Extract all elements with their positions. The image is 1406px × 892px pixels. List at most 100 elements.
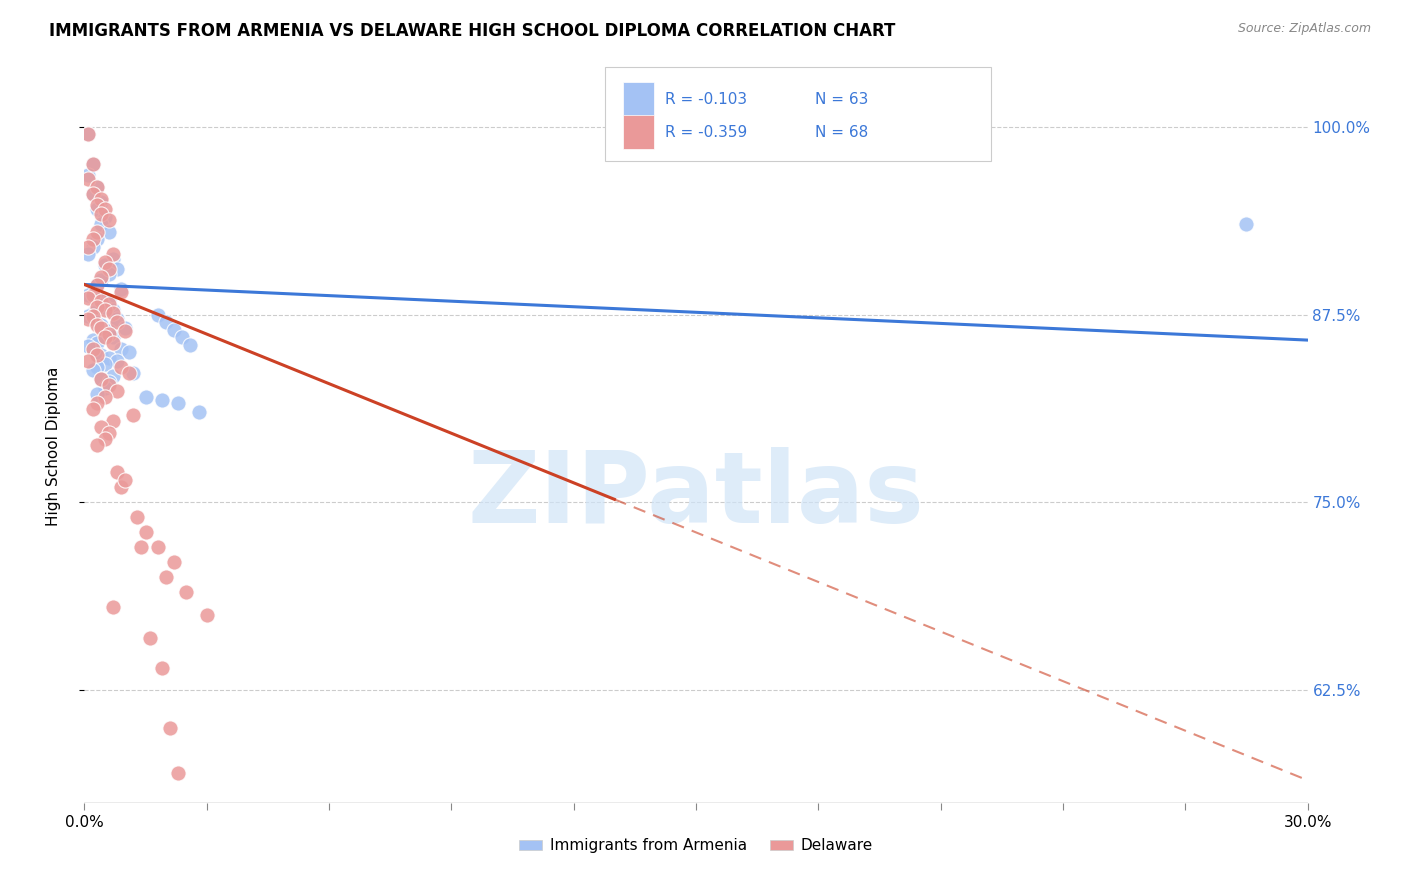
Point [82,157,104,171]
Point [97,267,120,281]
Text: N = 68: N = 68 [815,125,869,140]
Point [172,330,194,344]
Point [77,128,100,142]
Point [110,480,132,494]
Point [77,354,100,368]
Point [90,273,112,287]
Point [135,525,157,540]
Point [97,225,120,239]
Point [86,297,108,311]
Point [110,282,132,296]
Point [90,194,112,209]
Point [155,315,177,329]
Point [90,207,112,221]
Point [97,297,120,311]
Point [93,303,115,318]
Point [82,240,104,254]
Point [167,765,190,780]
Point [77,291,100,305]
Point [118,345,141,359]
Point [90,270,112,285]
Point [101,303,124,318]
Point [93,327,115,342]
Point [90,291,112,305]
Point [110,342,132,356]
Point [82,309,104,323]
Point [86,225,108,239]
Point [138,631,160,645]
Text: R = -0.103: R = -0.103 [665,92,747,107]
Point [93,300,115,314]
Point [86,277,108,292]
Point [86,438,108,452]
Point [122,366,145,380]
Text: IMMIGRANTS FROM ARMENIA VS DELAWARE HIGH SCHOOL DIPLOMA CORRELATION CHART: IMMIGRANTS FROM ARMENIA VS DELAWARE HIGH… [49,22,896,40]
Point [86,387,108,401]
Point [82,306,104,320]
Point [114,324,136,338]
Point [93,202,115,217]
Point [86,348,108,362]
Point [150,393,173,408]
Point [82,402,104,417]
Point [93,432,115,446]
Point [86,318,108,332]
Point [146,541,169,555]
Point [97,293,120,308]
Point [86,277,108,292]
Point [93,210,115,224]
Point [82,288,104,302]
Point [105,465,128,479]
Point [93,390,115,404]
Point [86,336,108,351]
Text: R = -0.359: R = -0.359 [665,125,747,140]
Point [82,187,104,202]
Point [77,172,100,186]
Point [97,378,120,392]
Point [77,240,100,254]
Point [90,293,112,308]
Point [93,330,115,344]
Point [163,322,186,336]
Text: N = 63: N = 63 [815,92,869,107]
Point [105,315,128,329]
Point [93,255,115,269]
Text: Source: ZipAtlas.com: Source: ZipAtlas.com [1237,22,1371,36]
Point [86,232,108,246]
Point [90,372,112,386]
Point [195,607,218,622]
Point [86,179,108,194]
Point [101,252,124,266]
Point [77,312,100,326]
Point [77,128,100,142]
Point [90,318,112,332]
Point [114,321,136,335]
Point [86,202,108,217]
Point [146,308,169,322]
Y-axis label: High School Diploma: High School Diploma [46,367,60,525]
Point [110,285,132,299]
Point [97,327,120,342]
Point [77,288,100,302]
Point [86,315,108,329]
Point [82,342,104,356]
Point [82,232,104,246]
Point [90,321,112,335]
Point [167,396,190,410]
Point [90,372,112,386]
Text: ZIPatlas: ZIPatlas [468,448,924,544]
Point [97,351,120,365]
Point [187,405,209,419]
Point [135,390,157,404]
Point [105,384,128,399]
Point [127,510,149,524]
Point [93,357,115,371]
Point [110,360,132,375]
Point [93,381,115,395]
Point [179,337,201,351]
Point [97,375,120,389]
Point [90,192,112,206]
Point [97,213,120,227]
Point [101,414,124,428]
Point [82,363,104,377]
